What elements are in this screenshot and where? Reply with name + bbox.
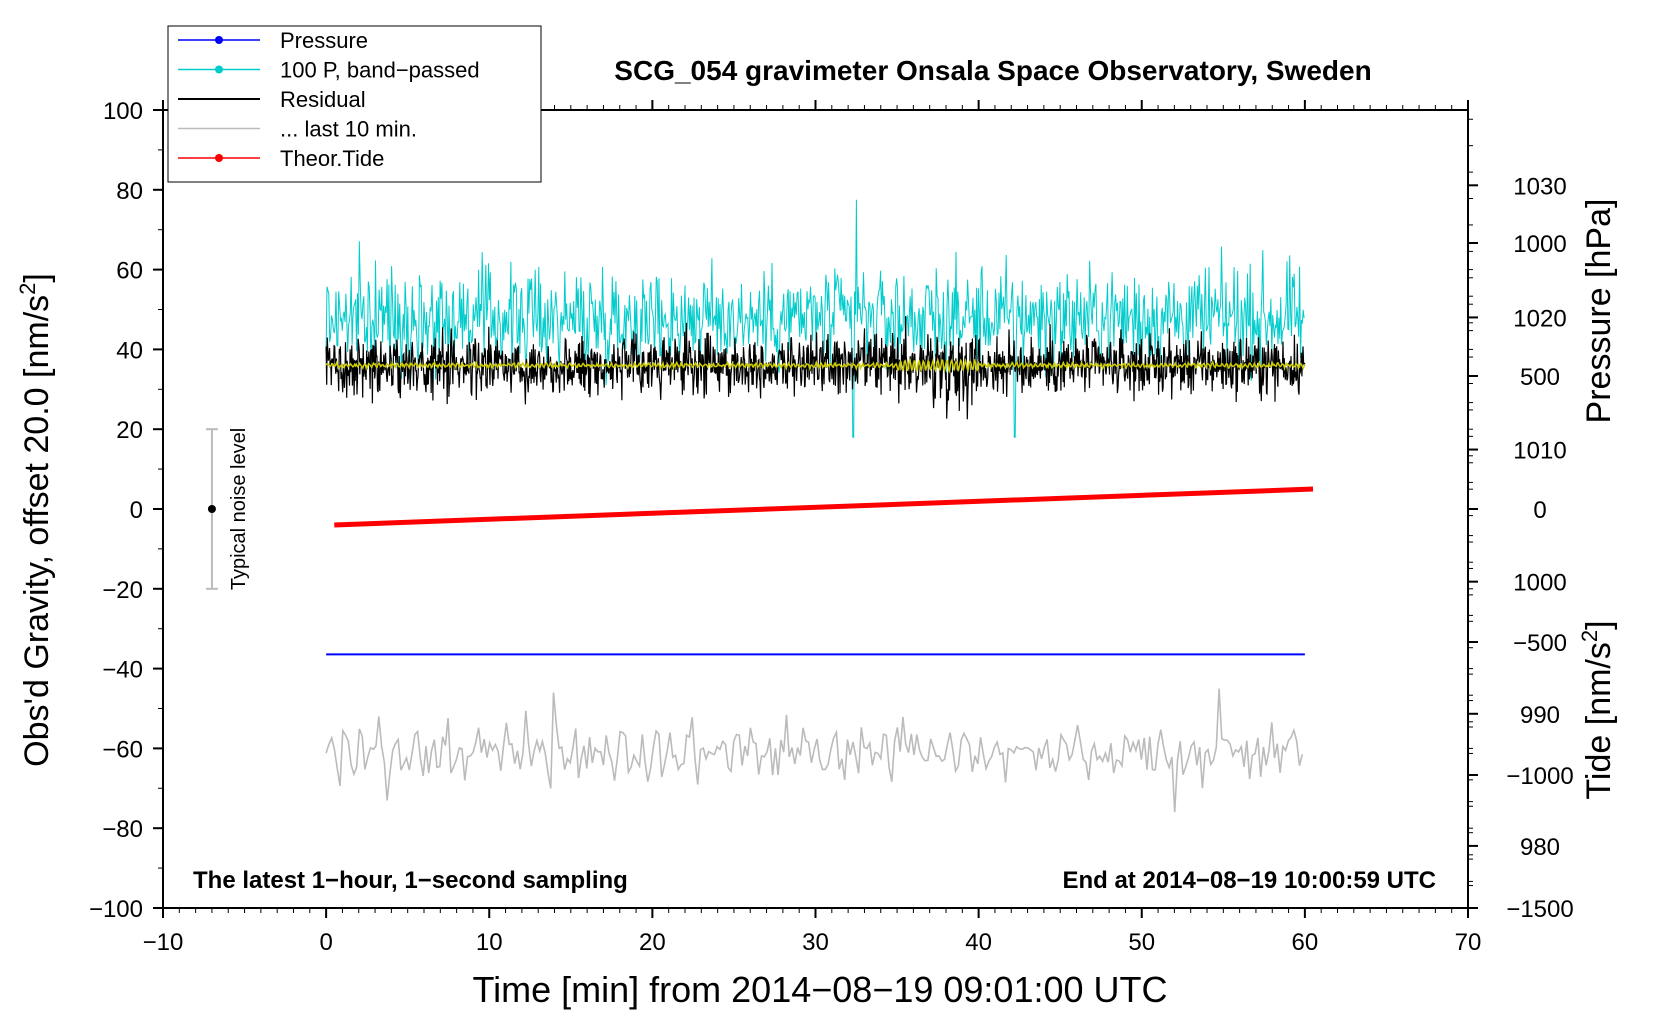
tide-tick-label: −1500 xyxy=(1506,896,1573,923)
y-tick-label: 40 xyxy=(116,337,143,364)
annotation-sampling: The latest 1−hour, 1−second sampling xyxy=(193,867,628,894)
x-tick-label: −10 xyxy=(143,929,184,956)
y-axis-label-tide: Tide [nm/s2] xyxy=(1577,620,1618,799)
pressure-tick-label: 1000 xyxy=(1513,570,1566,597)
y-tick-label: −100 xyxy=(89,896,143,923)
y-tick-label: −20 xyxy=(102,577,143,604)
axis-tick-labels: −10 0 10 20 30 40 50 60 70100806040200−20−40−60−… xyxy=(89,98,1574,956)
y-axis-label-gravity-close: ] xyxy=(18,273,56,282)
y-tick-label: 60 xyxy=(116,258,143,285)
noise-bar-dot xyxy=(207,505,216,513)
series-residual-smoothed xyxy=(325,357,1306,374)
pressure-tick-label: 980 xyxy=(1520,834,1560,861)
y-tick-label: 0 xyxy=(130,497,143,524)
y-tick-label: 100 xyxy=(103,98,143,125)
x-tick-label: 40 xyxy=(965,929,992,956)
pressure-tick-label: 1020 xyxy=(1513,305,1566,332)
chart-title: SCG_054 gravimeter Onsala Space Observat… xyxy=(614,55,1371,86)
legend-label: Residual xyxy=(280,87,366,112)
x-tick-label: 20 xyxy=(639,929,666,956)
legend-label: Theor.Tide xyxy=(280,146,384,171)
y-axis-label-tide-text: Tide [nm/s xyxy=(1580,642,1618,799)
tide-tick-label: 500 xyxy=(1520,364,1560,391)
typical-noise-level: Typical noise level xyxy=(205,428,250,590)
legend: Pressure 100 P, band−passed Residual ... la… xyxy=(167,25,542,183)
series-last-10-min xyxy=(325,688,1304,813)
legend-marker xyxy=(215,36,223,44)
annotation-end-time: End at 2014−08−19 10:00:59 UTC xyxy=(1062,867,1436,894)
y-tick-label: −40 xyxy=(102,657,143,684)
series-layer xyxy=(325,199,1314,813)
series-theoretical-tide xyxy=(334,486,1314,528)
series-bandpassed-pressure xyxy=(325,199,1305,438)
legend-label: 100 P, band−passed xyxy=(280,58,480,83)
pressure-tick-label: 1030 xyxy=(1513,173,1566,200)
tide-tick-label: −500 xyxy=(1513,630,1567,657)
y-tick-label: −80 xyxy=(102,816,143,843)
noise-label: Typical noise level xyxy=(228,428,250,590)
y-axis-label-tide-sup: 2 xyxy=(1577,630,1602,642)
y-axis-label-tide-close: ] xyxy=(1580,620,1618,629)
y-axis-label-gravity: Obs'd Gravity, offset 20.0 [nm/s2] xyxy=(15,273,56,767)
x-tick-label: 30 xyxy=(802,929,829,956)
tide-tick-label: −1000 xyxy=(1506,763,1573,790)
y-axis-label-gravity-sup: 2 xyxy=(15,283,40,295)
tide-tick-label: 0 xyxy=(1533,497,1546,524)
x-tick-label: 10 xyxy=(476,929,503,956)
y-axis-label-gravity-text: Obs'd Gravity, offset 20.0 [nm/s xyxy=(18,295,56,767)
y-tick-label: 20 xyxy=(116,417,143,444)
x-axis-label: Time [min] from 2014−08−19 09:01:00 UTC xyxy=(472,969,1167,1010)
x-tick-label: 70 xyxy=(1455,929,1482,956)
pressure-tick-label: 1010 xyxy=(1513,438,1566,465)
pressure-tick-label: 990 xyxy=(1520,702,1560,729)
y-tick-label: −60 xyxy=(102,736,143,763)
legend-label: ... last 10 min. xyxy=(280,117,417,142)
tide-tick-label: 1000 xyxy=(1513,231,1566,258)
y-tick-label: 80 xyxy=(116,178,143,205)
legend-marker xyxy=(215,65,223,74)
x-tick-label: 50 xyxy=(1128,929,1155,956)
y-axis-label-pressure: Pressure [hPa] xyxy=(1580,199,1618,424)
x-tick-label: 0 xyxy=(319,929,332,956)
legend-box xyxy=(167,25,542,183)
x-tick-label: 60 xyxy=(1292,929,1319,956)
legend-marker xyxy=(215,154,223,162)
legend-label: Pressure xyxy=(280,28,368,53)
